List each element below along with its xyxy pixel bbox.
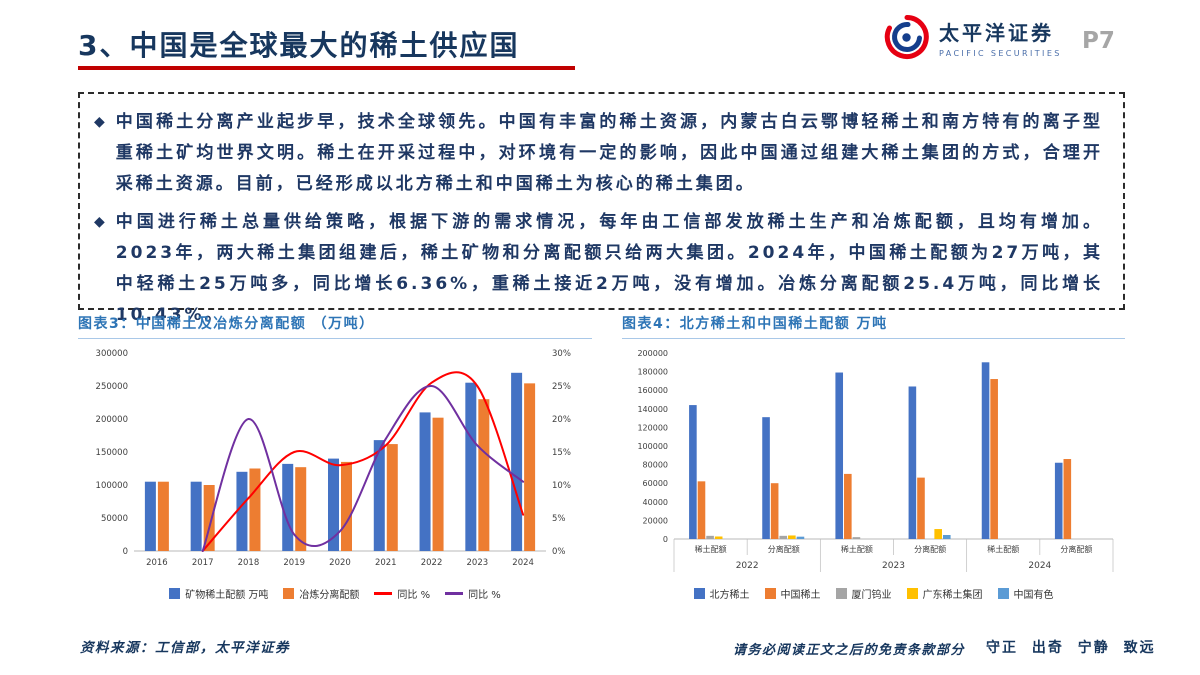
svg-text:稀土配额: 稀土配额	[987, 544, 1019, 554]
svg-text:140000: 140000	[637, 405, 668, 414]
bullet-text: 中国进行稀土总量供给策略，根据下游的需求情况，每年由工信部发放稀土生产和冶炼配额…	[115, 211, 1103, 325]
svg-text:2021: 2021	[375, 558, 397, 568]
svg-text:2017: 2017	[192, 558, 214, 568]
footer-source: 资料来源：工信部，太平洋证券	[80, 640, 290, 655]
legend-label: 厦门钨业	[851, 590, 892, 601]
footer-disclaimer: 请务必阅读正文之后的免责条款部分	[733, 642, 966, 657]
chart3-title: 图表3：中国稀土及冶炼分离配额 （万吨）	[78, 313, 592, 339]
pacific-securities-logo-icon	[884, 15, 929, 59]
svg-text:分离配额: 分离配额	[1060, 544, 1092, 554]
svg-text:180000: 180000	[637, 368, 668, 377]
legend-swatch	[169, 588, 181, 599]
chart4-title: 图表4：北方稀土和中国稀土配额 万吨	[622, 313, 1125, 339]
svg-text:20000: 20000	[643, 516, 668, 525]
title-underline	[78, 66, 575, 70]
legend-label: 冶炼分离配额	[299, 590, 360, 601]
svg-text:100000: 100000	[96, 481, 128, 491]
legend-swatch	[764, 588, 776, 599]
legend-item: 中国稀土	[764, 586, 821, 601]
svg-text:50000: 50000	[101, 514, 128, 524]
legend-swatch	[693, 588, 705, 599]
bullet-text: 中国稀土分离产业起步早，技术全球领先。中国有丰富的稀土资源，内蒙古白云鄂博轻稀土…	[115, 112, 1103, 194]
legend-swatch	[283, 588, 295, 599]
diamond-bullet-icon: ◆	[94, 114, 105, 130]
svg-text:250000: 250000	[96, 382, 128, 392]
brand-name: 太平洋证券	[939, 20, 1054, 45]
svg-text:150000: 150000	[96, 448, 128, 458]
legend-swatch	[997, 588, 1009, 599]
chart3-legend: 矿物稀土配额 万吨 冶炼分离配额 同比 % 同比 %	[78, 586, 592, 601]
svg-text:分离配额: 分离配额	[768, 544, 800, 554]
svg-text:25%: 25%	[552, 382, 571, 392]
chart3-plot: 0 50000 100000 150000 200000 250000 300000 0% 5%…	[96, 349, 571, 568]
svg-text:200000: 200000	[96, 415, 128, 425]
legend-item: 同比 %	[374, 586, 430, 601]
legend-item: 冶炼分离配额	[283, 586, 359, 601]
brand: 太平洋证券 PACIFIC SECURITIES	[884, 14, 1062, 60]
legend-item: 矿物稀土配额 万吨	[169, 586, 268, 601]
svg-text:60000: 60000	[643, 479, 668, 488]
legend-item: 厦门钨业	[835, 586, 892, 601]
svg-text:稀土配额: 稀土配额	[841, 544, 873, 554]
legend-item: 广东稀土集团	[906, 586, 983, 601]
page-title: 3、中国是全球最大的稀土供应国	[78, 29, 520, 62]
svg-text:2024: 2024	[512, 558, 534, 568]
svg-text:15%: 15%	[552, 448, 571, 458]
legend-item: 北方稀土	[693, 586, 750, 601]
svg-text:300000: 300000	[96, 349, 128, 359]
svg-text:20%: 20%	[552, 415, 571, 425]
svg-text:80000: 80000	[643, 461, 668, 470]
legend-line-swatch	[445, 592, 464, 595]
svg-text:2018: 2018	[238, 558, 260, 568]
legend-item: 同比 %	[445, 586, 501, 601]
svg-text:5%: 5%	[552, 514, 566, 524]
brand-subtitle: PACIFIC SECURITIES	[939, 48, 1062, 58]
brand-text: 太平洋证券 PACIFIC SECURITIES	[939, 17, 1062, 58]
svg-text:200000: 200000	[637, 349, 668, 358]
svg-text:120000: 120000	[637, 423, 668, 432]
legend-label: 北方稀土	[709, 590, 750, 601]
svg-text:160000: 160000	[637, 386, 668, 395]
svg-text:30%: 30%	[552, 349, 571, 359]
legend-label: 广东稀土集团	[922, 590, 983, 601]
legend-line-swatch	[374, 592, 393, 595]
svg-text:10%: 10%	[552, 481, 571, 491]
svg-text:0%: 0%	[552, 547, 566, 557]
legend-label: 中国有色	[1013, 590, 1054, 601]
chart4-plot: 0 20000 40000 60000 80000 100000 120000 140000 1…	[637, 349, 1114, 572]
chart-panel-company-quota: 图表4：北方稀土和中国稀土配额 万吨 0 20000 40000 60000 80000…	[622, 313, 1125, 601]
footer-motto: 守正 出奇 宁静 致远	[986, 640, 1156, 656]
legend-swatch	[906, 588, 918, 599]
svg-text:2022: 2022	[736, 561, 759, 571]
legend-label: 中国稀土	[780, 590, 821, 601]
svg-text:2023: 2023	[467, 558, 489, 568]
legend-label: 同比 %	[397, 590, 431, 601]
diamond-bullet-icon: ◆	[94, 213, 105, 230]
legend-swatch	[835, 588, 847, 599]
svg-text:40000: 40000	[643, 498, 668, 507]
bullet-item: ◆ 中国稀土分离产业起步早，技术全球领先。中国有丰富的稀土资源，内蒙古白云鄂博轻…	[94, 107, 1103, 200]
bullet-item: ◆ 中国进行稀土总量供给策略，根据下游的需求情况，每年由工信部发放稀土生产和冶炼…	[94, 207, 1103, 331]
svg-text:2022: 2022	[421, 558, 443, 568]
svg-text:2019: 2019	[283, 558, 305, 568]
legend-item: 中国有色	[997, 586, 1054, 601]
svg-text:2016: 2016	[146, 558, 168, 568]
svg-text:2020: 2020	[329, 558, 351, 568]
legend-label: 同比 %	[468, 590, 501, 601]
svg-text:稀土配额: 稀土配额	[695, 544, 727, 554]
chart4-legend: 北方稀土 中国稀土 厦门钨业 广东稀土集团 中国有色	[622, 586, 1125, 601]
page-number: P7	[1082, 28, 1115, 54]
svg-text:100000: 100000	[637, 442, 668, 451]
svg-text:0: 0	[663, 535, 668, 544]
legend-label: 矿物稀土配额 万吨	[185, 590, 269, 601]
summary-box: ◆ 中国稀土分离产业起步早，技术全球领先。中国有丰富的稀土资源，内蒙古白云鄂博轻…	[78, 92, 1125, 325]
chart-panel-quota-trend: 图表3：中国稀土及冶炼分离配额 （万吨） 0 50000 100000 150000 2…	[78, 313, 592, 601]
svg-text:2024: 2024	[1028, 561, 1051, 571]
svg-text:分离配额: 分离配额	[914, 544, 946, 554]
svg-text:2023: 2023	[882, 561, 905, 571]
svg-text:0: 0	[123, 547, 128, 557]
